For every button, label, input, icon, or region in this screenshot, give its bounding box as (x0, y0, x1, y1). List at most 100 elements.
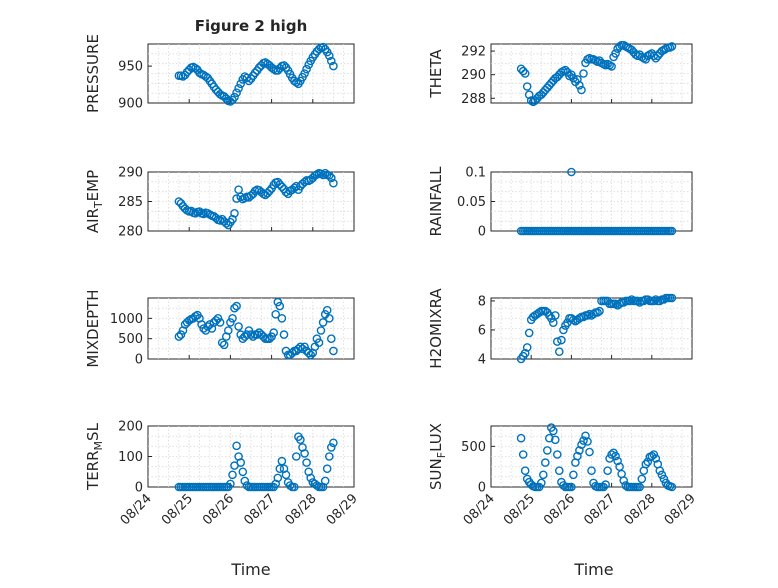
data-point (223, 326, 233, 335)
data-point (322, 305, 332, 315)
y-tick-label: 290 (118, 166, 143, 181)
data-point (291, 452, 301, 461)
data-point (326, 443, 336, 452)
data-point (539, 470, 548, 480)
data-point (641, 459, 651, 469)
data-point (541, 458, 550, 467)
data-point (277, 313, 287, 323)
data-point (667, 293, 677, 303)
data-point (633, 296, 643, 306)
data-point (232, 441, 241, 451)
data-point (269, 328, 279, 337)
data-point (581, 431, 590, 441)
data-point (244, 326, 254, 335)
data-point (667, 42, 677, 51)
data-point (518, 450, 528, 459)
data-point (211, 316, 221, 325)
y-tick-label: 0.05 (457, 195, 486, 210)
data-point (277, 456, 287, 466)
data-point (230, 92, 239, 102)
data-point (300, 69, 309, 78)
data-point (555, 347, 564, 357)
data-point (569, 470, 578, 480)
data-point (277, 182, 287, 192)
y-tick-label: 100 (118, 450, 143, 465)
data-point (649, 296, 659, 306)
data-point (607, 62, 616, 71)
data-point (318, 42, 328, 52)
data-point (271, 309, 281, 319)
subplot-theta: 288 290 292 THETA (427, 40, 693, 107)
data-point (643, 295, 653, 304)
data-point (232, 88, 241, 97)
data-point (637, 474, 647, 484)
data-point (537, 478, 546, 488)
data-point (195, 68, 204, 78)
data-point (520, 348, 530, 358)
y-tick-label: 500 (118, 332, 143, 347)
data-point (329, 178, 338, 188)
y-axis-label: H2OMIXRA (427, 288, 445, 369)
y-tick-label: 285 (118, 195, 143, 210)
data-point (275, 301, 285, 311)
y-axis-label: PRESSURE (84, 34, 102, 113)
x-tick-label: 08/29 (324, 491, 361, 528)
data-point (520, 69, 530, 78)
data-point (520, 466, 530, 476)
axes-frame (490, 297, 693, 360)
data-point (250, 68, 260, 78)
y-axis-label: AIRTEMP (84, 170, 105, 233)
data-point (221, 218, 231, 228)
data-point (655, 466, 665, 476)
data-point (639, 296, 649, 306)
data-point (176, 330, 186, 339)
data-point (579, 69, 588, 78)
data-point (619, 476, 629, 485)
y-tick-label: 280 (118, 225, 143, 240)
data-point (575, 446, 584, 455)
data-point (232, 194, 241, 203)
data-point (611, 49, 620, 58)
data-point (302, 64, 311, 74)
data-point (324, 171, 334, 180)
y-axis-label: THETA (427, 49, 445, 99)
data-point (296, 435, 305, 445)
data-point (553, 450, 562, 459)
data-point (244, 76, 254, 86)
data-point (585, 309, 594, 319)
data-point (324, 452, 334, 461)
data-point (553, 337, 562, 346)
data-point (320, 476, 330, 486)
data-point (561, 65, 570, 75)
subplot-grid: 900 950 PRESSURE 288 290 292 THETA 280 285 290 AIR… (84, 34, 699, 528)
y-tick-label: 200 (118, 420, 143, 435)
data-point (577, 85, 586, 95)
data-point (326, 173, 336, 183)
data-point (667, 226, 677, 236)
data-point (240, 476, 250, 486)
data-point (324, 51, 334, 61)
data-point (318, 170, 328, 180)
x-tick-label: 08/29 (662, 491, 699, 528)
data-point (236, 79, 245, 89)
data-point (302, 458, 311, 467)
data-point (559, 481, 568, 490)
data-point (228, 313, 237, 323)
subplot-pressure: 900 950 PRESSURE (84, 34, 355, 113)
data-point (291, 78, 301, 87)
y-axis-label: RAINFALL (427, 166, 445, 237)
data-point (545, 433, 554, 443)
data-point (298, 344, 307, 354)
data-point (326, 334, 336, 344)
data-point (203, 322, 212, 331)
data-point (329, 346, 338, 356)
x-tick-label: 08/28 (622, 491, 659, 528)
data-point (551, 435, 560, 445)
data-point (215, 89, 225, 99)
data-point (265, 334, 274, 344)
y-tick-label: 290 (461, 68, 486, 83)
subplot-rainfall: 0 0.05 0.1 RAINFALL (427, 166, 693, 240)
y-tick-label: 0 (135, 353, 143, 368)
data-point (174, 332, 184, 341)
